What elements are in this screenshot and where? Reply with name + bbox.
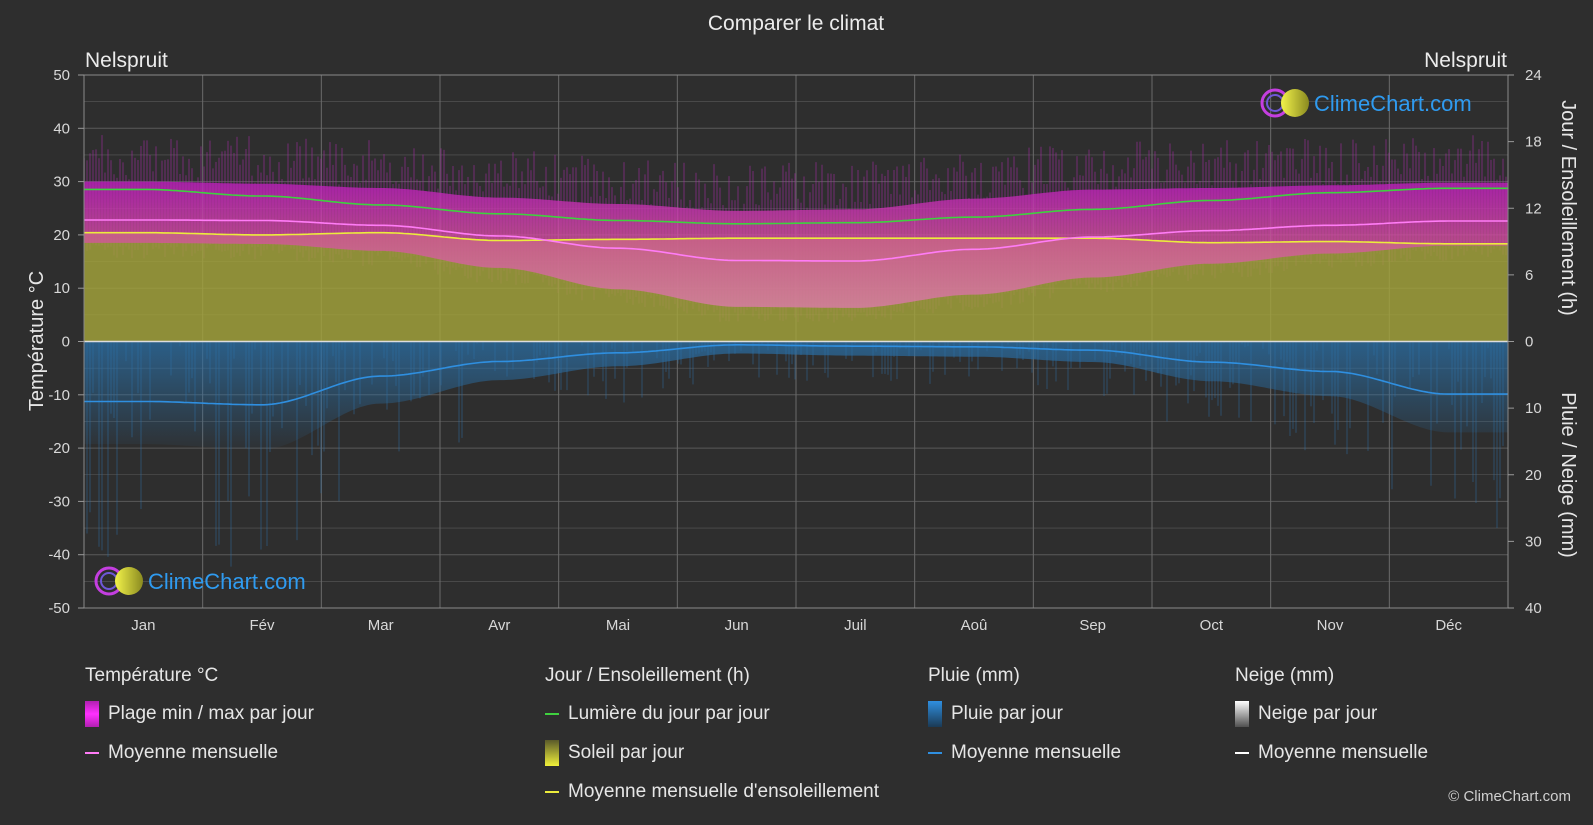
month-label: Avr xyxy=(488,617,510,634)
legend-daylight-label: Lumière du jour par jour xyxy=(568,703,770,724)
month-label: Oct xyxy=(1200,617,1224,634)
legend-sun: Jour / Ensoleillement (h) Lumière du jou… xyxy=(545,664,879,819)
legend-item-temp-mean: Moyenne mensuelle xyxy=(85,741,314,765)
legend-rain-mean-label: Moyenne mensuelle xyxy=(951,742,1122,763)
left-tick-label: 20 xyxy=(53,227,70,244)
snow-mean-swatch xyxy=(1235,752,1249,754)
legend-item-snow-mean: Moyenne mensuelle xyxy=(1235,741,1428,765)
location-left: Nelspruit xyxy=(85,49,168,72)
right-bottom-tick-label: 40 xyxy=(1525,600,1542,617)
watermark-bottom-text: ClimeChart.com xyxy=(148,569,306,594)
watermark-top-text: ClimeChart.com xyxy=(1314,91,1472,116)
legend-temp-range-label: Plage min / max par jour xyxy=(108,703,314,724)
left-tick-label: -30 xyxy=(48,493,70,510)
location-right: Nelspruit xyxy=(1424,49,1507,72)
month-label: Aoû xyxy=(961,617,988,634)
snow-swatch xyxy=(1235,701,1249,727)
sunshine-mean-swatch xyxy=(545,791,559,793)
legend-item-daylight: Lumière du jour par jour xyxy=(545,702,879,726)
legend-snow-label: Neige par jour xyxy=(1258,703,1378,724)
daylight-swatch xyxy=(545,713,559,715)
right-bottom-axis-label: Pluie / Neige (mm) xyxy=(1557,392,1579,558)
temp-mean-swatch xyxy=(85,752,99,754)
legend-rain: Pluie (mm) Pluie par jour Moyenne mensue… xyxy=(928,664,1121,780)
month-label: Fév xyxy=(249,617,275,634)
left-tick-label: 50 xyxy=(53,67,70,84)
legend-item-temp-range: Plage min / max par jour xyxy=(85,701,314,727)
month-label: Déc xyxy=(1435,617,1462,634)
month-label: Mai xyxy=(606,617,630,634)
legend-item-rain: Pluie par jour xyxy=(928,701,1121,727)
legend-item-rain-mean: Moyenne mensuelle xyxy=(928,741,1121,765)
sunshine-swatch xyxy=(545,740,559,766)
month-label: Jan xyxy=(131,617,155,634)
month-label: Juil xyxy=(844,617,867,634)
legend-sun-title: Jour / Ensoleillement (h) xyxy=(545,665,750,686)
temp-range-swatch xyxy=(85,701,99,727)
legend-sunshine-mean-label: Moyenne mensuelle d'ensoleillement xyxy=(568,781,879,802)
watermark-bottom: ClimeChart.com xyxy=(94,566,306,596)
rain-swatch xyxy=(928,701,942,727)
rain-mean-swatch xyxy=(928,752,942,754)
legend-item-sunshine: Soleil par jour xyxy=(545,740,879,766)
chart-title: Comparer le climat xyxy=(708,12,884,35)
right-bottom-tick-label: 30 xyxy=(1525,533,1542,550)
right-bottom-tick-label: 20 xyxy=(1525,467,1542,484)
legend-snow-title: Neige (mm) xyxy=(1235,665,1335,686)
right-top-tick-label: 24 xyxy=(1525,67,1542,84)
left-tick-label: -10 xyxy=(48,387,70,404)
left-tick-label: 0 xyxy=(62,334,70,351)
left-tick-label: -20 xyxy=(48,440,70,457)
left-tick-label: -50 xyxy=(48,600,70,617)
month-label: Jun xyxy=(725,617,749,634)
legend-item-snow: Neige par jour xyxy=(1235,701,1428,727)
month-label: Sep xyxy=(1079,617,1106,634)
daylight-line xyxy=(84,187,1508,225)
legend-rain-label: Pluie par jour xyxy=(951,703,1063,724)
legend-snow: Neige (mm) Neige par jour Moyenne mensue… xyxy=(1235,664,1428,780)
legend-temperature: Température °C Plage min / max par jour … xyxy=(85,664,314,780)
sunshine-mean-line xyxy=(84,231,1508,245)
left-tick-label: 30 xyxy=(53,174,70,191)
month-label: Nov xyxy=(1317,617,1344,634)
legend-item-sunshine-mean: Moyenne mensuelle d'ensoleillement xyxy=(545,780,879,804)
month-label: Mar xyxy=(368,617,394,634)
copyright: © ClimeChart.com xyxy=(1448,788,1571,805)
right-top-axis-label: Jour / Ensoleillement (h) xyxy=(1557,100,1579,316)
left-tick-label: 40 xyxy=(53,120,70,137)
legend-sunshine-label: Soleil par jour xyxy=(568,742,685,763)
left-tick-label: -40 xyxy=(48,547,70,564)
right-top-tick-label: 6 xyxy=(1525,267,1533,284)
temperature-mean-line xyxy=(84,219,1508,262)
left-tick-label: 10 xyxy=(53,280,70,297)
rain-mean-line xyxy=(84,344,1508,406)
temperature-range-area xyxy=(84,181,1508,308)
right-top-tick-label: 18 xyxy=(1525,134,1542,151)
legend-snow-mean-label: Moyenne mensuelle xyxy=(1258,742,1429,763)
left-axis-label: Température °C xyxy=(26,271,48,411)
right-bottom-tick-label: 10 xyxy=(1525,400,1542,417)
watermark-top: ClimeChart.com xyxy=(1260,88,1472,118)
legend-rain-title: Pluie (mm) xyxy=(928,665,1020,686)
right-top-tick-label: 0 xyxy=(1525,334,1533,351)
legend-temperature-title: Température °C xyxy=(85,665,219,686)
right-top-tick-label: 12 xyxy=(1525,200,1542,217)
legend-temp-mean-label: Moyenne mensuelle xyxy=(108,742,279,763)
